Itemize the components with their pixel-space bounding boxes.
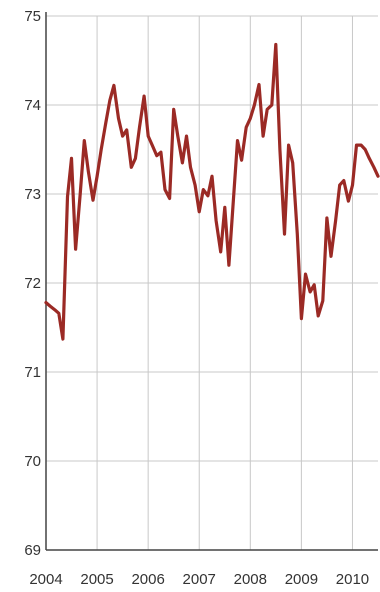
x-tick-label: 2008 xyxy=(234,571,267,588)
x-tick-labels: 2004 2005 2006 2007 2008 2009 2010 xyxy=(29,571,369,588)
gridlines xyxy=(46,15,378,551)
x-tick-label: 2005 xyxy=(80,571,113,588)
x-tick-label: 2007 xyxy=(183,571,216,588)
y-tick-label: 74 xyxy=(24,97,41,114)
y-tick-label: 71 xyxy=(24,364,41,381)
series-group xyxy=(44,42,380,341)
y-tick-label: 73 xyxy=(24,186,41,203)
y-tick-label: 70 xyxy=(24,453,41,470)
x-tick-label: 2010 xyxy=(336,571,369,588)
y-tick-label: 72 xyxy=(24,275,41,292)
series-line xyxy=(44,42,380,341)
axes xyxy=(45,12,378,551)
y-tick-label: 75 xyxy=(24,8,41,25)
y-tick-labels: 69 70 71 72 73 74 75 xyxy=(24,8,41,559)
x-tick-label: 2004 xyxy=(29,571,62,588)
y-tick-label: 69 xyxy=(24,542,41,559)
x-tick-label: 2009 xyxy=(285,571,318,588)
x-tick-label: 2006 xyxy=(131,571,164,588)
